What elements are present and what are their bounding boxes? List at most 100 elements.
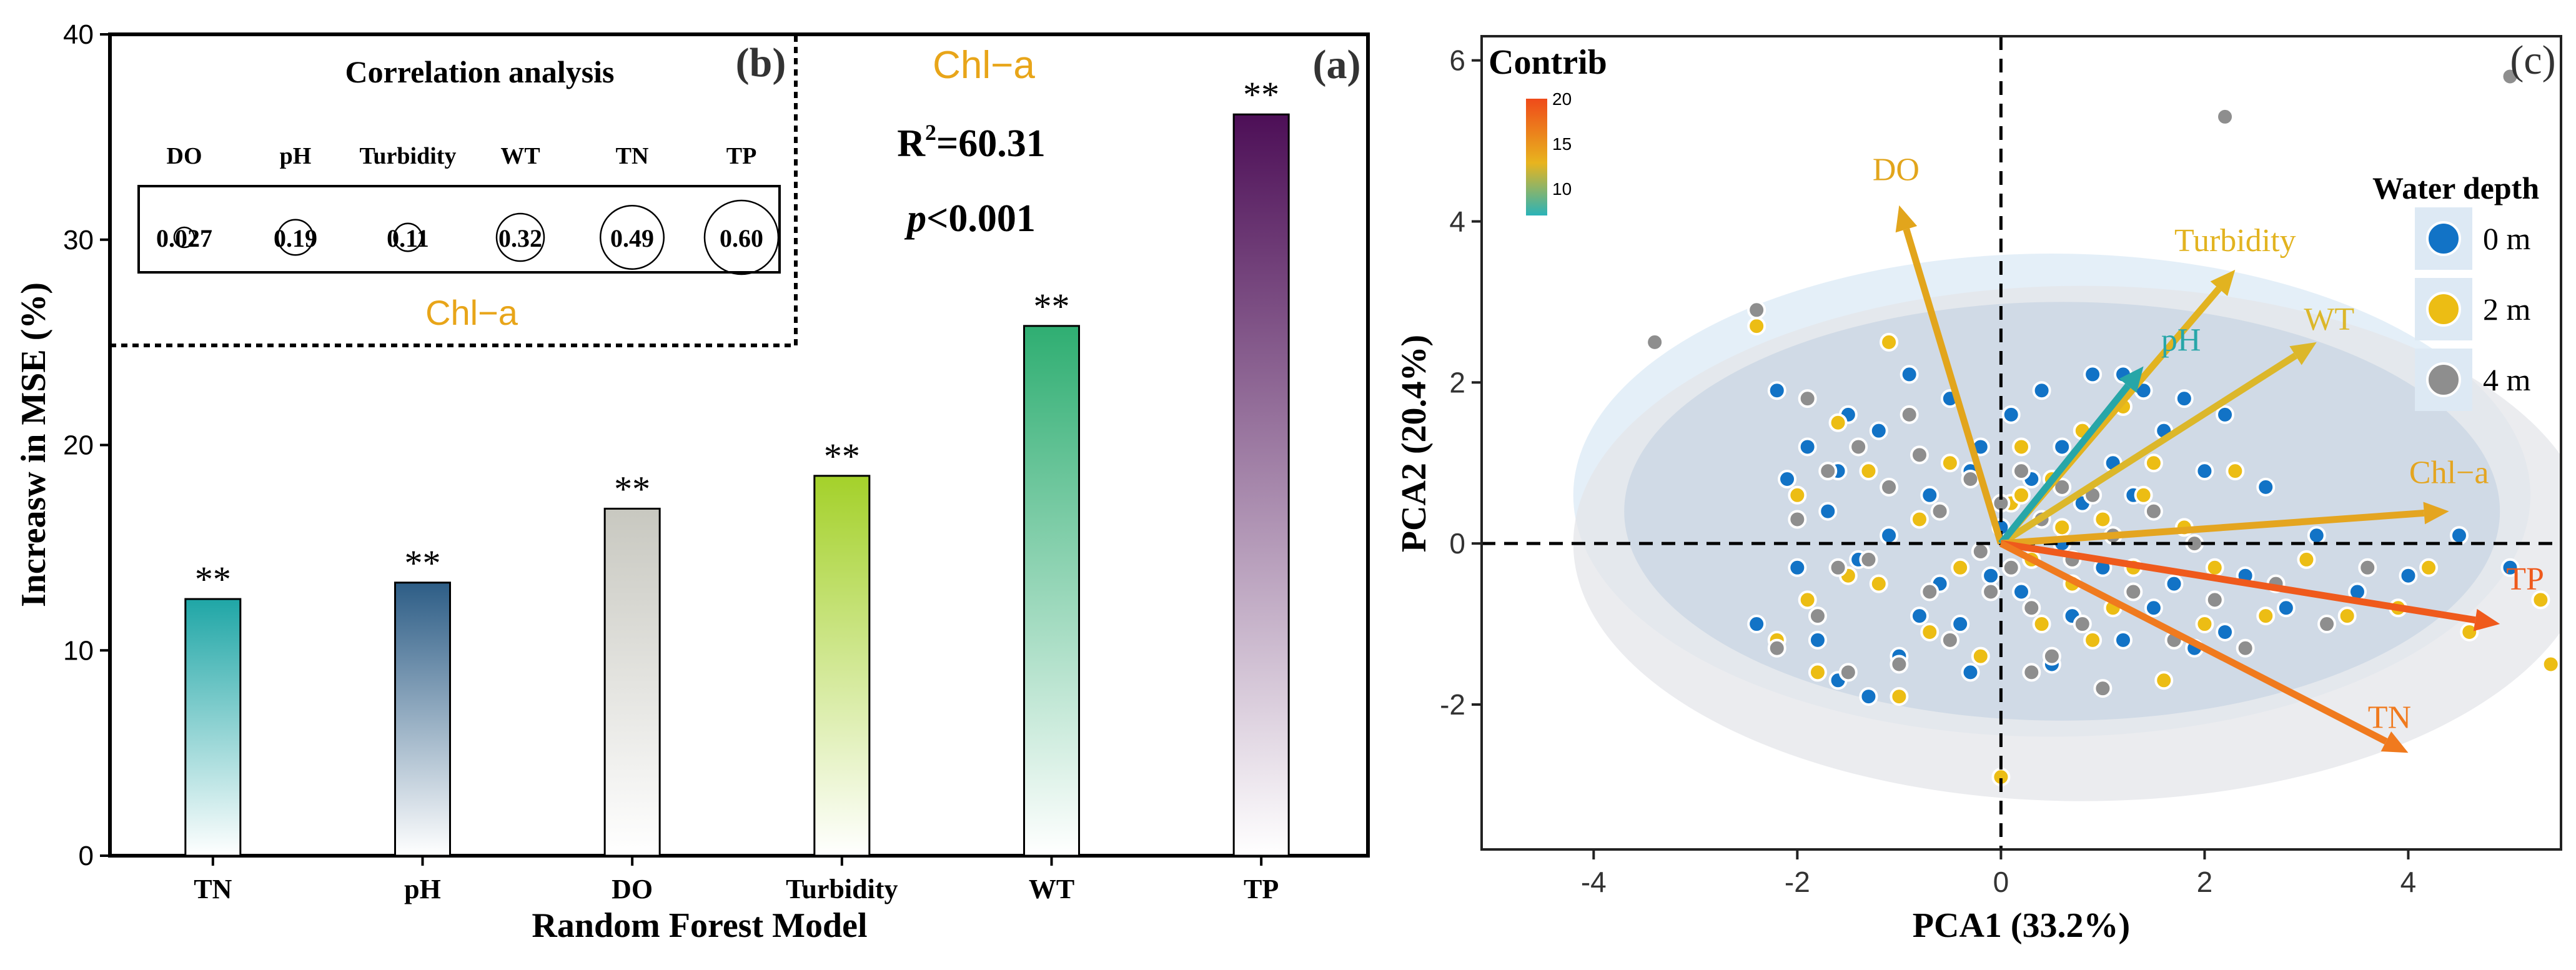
arrow-head — [2380, 731, 2409, 753]
y-tick-label: 2 — [1449, 366, 1465, 398]
point-4m — [2236, 638, 2255, 658]
legend-swatch-2m — [2426, 292, 2461, 327]
point-2m — [2012, 437, 2031, 457]
point-0m — [2114, 630, 2133, 650]
point-2m — [1798, 590, 1817, 610]
point-2m — [1890, 687, 1909, 706]
legend-entry: 0 m — [2483, 221, 2531, 256]
inset-background — [112, 37, 796, 345]
p-value-annotation: p<0.001 — [904, 197, 1036, 240]
point-0m — [2399, 566, 2418, 585]
point-2m — [2083, 630, 2103, 650]
x-tick-label: DO — [612, 874, 653, 904]
point-2m — [2531, 590, 2550, 610]
point-2m — [1869, 574, 1888, 593]
r-squared-annotation: R2=60.31 — [897, 120, 1046, 165]
point-0m — [1788, 558, 1807, 577]
point-4m — [1981, 582, 2001, 601]
correlation-value: 0.32 — [498, 224, 542, 252]
x-tick-label: TN — [194, 874, 232, 904]
bar-wt — [1023, 325, 1080, 857]
arrow-head — [2423, 502, 2449, 525]
point-4m — [1798, 389, 1817, 408]
correlation-value: 0.19 — [274, 224, 317, 252]
bar-turbidity — [813, 475, 871, 857]
x-tick-label: 2 — [2197, 866, 2213, 898]
correlation-value: 0.49 — [610, 224, 654, 252]
x-tick-label: -4 — [1581, 866, 1607, 898]
panel-a-title: Chl−a — [933, 44, 1035, 87]
loading-arrows — [1895, 205, 2500, 753]
point-4m — [1940, 630, 1959, 650]
x-tick-label: -2 — [1785, 866, 1810, 898]
point-4m — [2012, 462, 2031, 481]
point-0m — [1767, 381, 1786, 400]
point-0m — [1869, 421, 1888, 440]
loading-arrow-tp — [2000, 540, 2476, 624]
bar-ph — [394, 582, 451, 857]
point-4m — [2053, 477, 2072, 497]
correlation-title: Correlation analysis — [345, 54, 614, 89]
point-0m — [1910, 606, 1929, 626]
loading-labels: DO Turbidity WT pH Chl−a TP TN — [1873, 152, 2544, 736]
correlation-circle — [703, 199, 780, 275]
point-2m — [2093, 510, 2113, 529]
inset-dotted-border — [110, 34, 798, 347]
point-4m — [1930, 502, 1949, 521]
correlation-value: 0.11 — [387, 224, 429, 252]
ellipse-2m — [1624, 302, 2500, 721]
point-0m — [1747, 615, 1766, 634]
correlation-circle — [495, 212, 545, 262]
point-4m — [1890, 655, 1909, 674]
point-2m — [2205, 558, 2224, 577]
panel-a-label: (a) — [1313, 42, 1361, 87]
legend-swatch-4m — [2426, 362, 2461, 397]
point-4m — [1859, 550, 1878, 569]
point-0m — [1818, 502, 1838, 521]
loading-label: WT — [2304, 302, 2354, 337]
point-4m — [2093, 679, 2113, 698]
correlation-circle — [277, 219, 314, 256]
significance-label: ** — [614, 468, 650, 509]
point-4m — [1808, 606, 1827, 626]
point-4m — [1920, 582, 1939, 601]
point-4m — [1788, 510, 1807, 529]
point-2m — [1971, 646, 1990, 666]
point-0m — [2216, 622, 2235, 641]
y-tick-label: 6 — [1449, 44, 1465, 77]
bar-do — [603, 507, 661, 857]
point-2m — [2226, 462, 2245, 481]
point-2m — [2144, 453, 2163, 473]
x-tick-label: TP — [1244, 874, 1279, 904]
point-4m — [2022, 598, 2041, 618]
point-0m — [1798, 437, 1817, 457]
x-axis-ticks: -4 -2 0 2 4 — [1581, 849, 2416, 898]
x-tick-label: 4 — [2400, 866, 2417, 898]
x-axis-ticks: TN pH DO Turbidity WT TP — [194, 856, 1279, 904]
point-2m — [1828, 413, 1848, 432]
point-2m — [2256, 606, 2276, 626]
column-header: WT — [500, 143, 540, 169]
loading-label: pH — [2161, 323, 2201, 359]
point-0m — [2307, 526, 2326, 545]
column-header: TP — [726, 143, 757, 169]
loading-label: DO — [1873, 152, 1920, 188]
x-tick-label: 0 — [1993, 866, 2009, 898]
legend-entry: 4 m — [2483, 362, 2531, 397]
x-axis-label: Random Forest Model — [532, 906, 867, 945]
point-2m — [1859, 462, 1878, 481]
point-0m — [2195, 462, 2214, 481]
y-tick-label: 30 — [63, 225, 94, 255]
y-tick-label: 4 — [1449, 205, 1465, 237]
point-2m — [2297, 550, 2316, 569]
panel-a-bar-chart: ** ** ** ** ** ** 0 10 20 30 40 TN pH DO Turbidity WT… — [14, 19, 1370, 945]
point-4m — [2205, 590, 2224, 610]
correlation-circle — [173, 226, 196, 249]
point-2m — [1880, 332, 1899, 352]
loading-label: TN — [2368, 700, 2411, 735]
point-4m — [1900, 405, 1919, 424]
x-tick-label: WT — [1029, 874, 1074, 904]
panel-c-label: (c) — [2510, 37, 2555, 83]
y-axis-ticks: -2 0 2 4 6 — [1440, 44, 1482, 721]
column-header: TN — [616, 143, 649, 169]
